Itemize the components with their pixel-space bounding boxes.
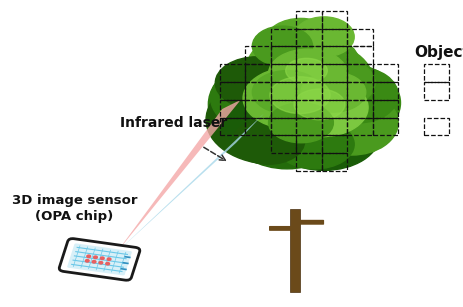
Ellipse shape (215, 57, 299, 109)
Bar (296, 64, 322, 82)
FancyBboxPatch shape (297, 220, 324, 225)
Ellipse shape (243, 40, 373, 120)
Bar (296, 153, 322, 171)
Bar (245, 64, 271, 82)
Bar (296, 135, 322, 153)
Bar (424, 118, 449, 135)
Bar (347, 29, 373, 46)
Bar (322, 82, 347, 100)
Ellipse shape (252, 26, 313, 66)
Ellipse shape (211, 63, 322, 134)
Ellipse shape (206, 75, 340, 164)
Bar (245, 118, 271, 135)
Text: 3D image sensor
(OPA chip): 3D image sensor (OPA chip) (12, 194, 137, 223)
Ellipse shape (269, 103, 333, 143)
Bar (245, 46, 271, 64)
Bar (290, 209, 300, 292)
Bar (296, 46, 322, 64)
Bar (271, 64, 296, 82)
Bar (245, 100, 271, 118)
Bar (373, 64, 398, 82)
Ellipse shape (294, 17, 354, 57)
Bar (322, 29, 347, 46)
Ellipse shape (301, 58, 375, 107)
Circle shape (87, 255, 91, 258)
Bar (347, 46, 373, 64)
Ellipse shape (252, 71, 322, 114)
Ellipse shape (275, 35, 359, 87)
Bar (373, 82, 398, 100)
Circle shape (106, 262, 109, 265)
Bar (322, 11, 347, 29)
Bar (424, 64, 449, 82)
Ellipse shape (220, 100, 289, 146)
Bar (322, 100, 347, 118)
Ellipse shape (243, 66, 354, 130)
FancyBboxPatch shape (269, 226, 294, 231)
Ellipse shape (252, 69, 396, 164)
Ellipse shape (301, 72, 366, 112)
Circle shape (92, 261, 96, 263)
Bar (271, 82, 296, 100)
Bar (373, 100, 398, 118)
FancyBboxPatch shape (67, 243, 132, 275)
Ellipse shape (270, 77, 330, 114)
Circle shape (94, 256, 97, 258)
Bar (245, 82, 271, 100)
Bar (322, 153, 347, 171)
Bar (347, 64, 373, 82)
Text: Infrared laser: Infrared laser (120, 116, 227, 130)
Bar (271, 135, 296, 153)
Polygon shape (117, 114, 264, 252)
Ellipse shape (306, 91, 398, 155)
Bar (271, 46, 296, 64)
Bar (296, 118, 322, 135)
Ellipse shape (319, 68, 398, 123)
Bar (220, 118, 245, 135)
Bar (347, 118, 373, 135)
Bar (220, 64, 245, 82)
Bar (347, 82, 373, 100)
Bar (322, 64, 347, 82)
Ellipse shape (269, 100, 380, 170)
Circle shape (99, 262, 103, 264)
Circle shape (85, 260, 89, 262)
Bar (220, 100, 245, 118)
Ellipse shape (275, 78, 368, 137)
Ellipse shape (286, 58, 327, 83)
Bar (322, 118, 347, 135)
Bar (322, 135, 347, 153)
Bar (296, 100, 322, 118)
Ellipse shape (285, 63, 400, 143)
Ellipse shape (275, 120, 354, 169)
Ellipse shape (232, 118, 305, 164)
Ellipse shape (294, 89, 345, 120)
Text: Object: Object (414, 45, 463, 60)
Bar (271, 100, 296, 118)
Circle shape (100, 257, 104, 259)
Ellipse shape (208, 51, 384, 158)
Bar (271, 118, 296, 135)
Bar (424, 82, 449, 100)
FancyBboxPatch shape (59, 239, 140, 280)
Bar (296, 11, 322, 29)
Ellipse shape (248, 37, 336, 92)
Bar (347, 100, 373, 118)
Bar (296, 29, 322, 46)
Bar (220, 82, 245, 100)
Ellipse shape (234, 101, 340, 169)
Bar (373, 118, 398, 135)
Polygon shape (117, 100, 241, 252)
Ellipse shape (269, 49, 347, 98)
Bar (296, 82, 322, 100)
Circle shape (107, 258, 111, 260)
Bar (271, 29, 296, 46)
Ellipse shape (266, 18, 336, 61)
Bar (322, 46, 347, 64)
